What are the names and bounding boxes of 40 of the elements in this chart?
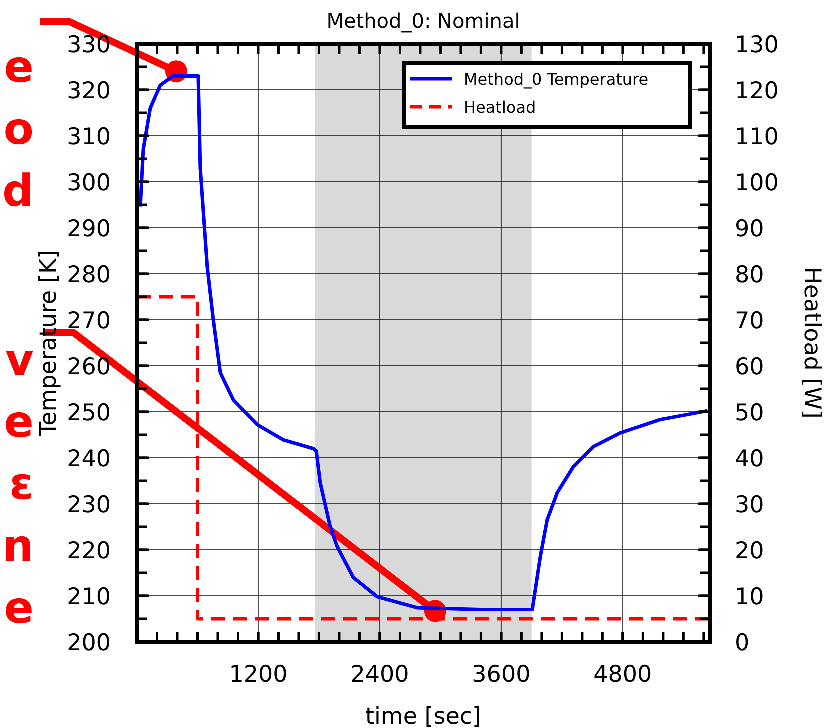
x-tick-label: 2400 xyxy=(350,662,410,688)
y-tick-label: 270 xyxy=(67,308,111,334)
y2-axis-title: Heatload [W] xyxy=(799,267,825,419)
y-tick-label: 210 xyxy=(67,584,111,610)
annotation: e o d xyxy=(2,42,34,217)
y2-tick-label: 30 xyxy=(735,492,764,518)
x-tick-label: 3600 xyxy=(472,662,531,688)
y-tick-label: 320 xyxy=(67,78,111,104)
y2-tick-label: 0 xyxy=(735,630,750,656)
legend-label: Heatload xyxy=(464,98,536,117)
chart-title: Method_0: Nominal xyxy=(326,9,520,33)
x-tick-label: 4800 xyxy=(594,662,652,688)
y-tick-label: 280 xyxy=(67,262,111,288)
x-axis-title: time [sec] xyxy=(366,704,482,728)
y2-tick-label: 70 xyxy=(735,308,764,334)
y2-tick-label: 80 xyxy=(735,262,764,288)
y2-tick-label: 110 xyxy=(735,124,779,150)
y-tick-label: 220 xyxy=(67,538,111,564)
y-tick-label: 250 xyxy=(67,400,111,426)
y2-tick-label: 20 xyxy=(735,538,764,564)
y-tick-label: 200 xyxy=(67,630,111,656)
y2-tick-label: 10 xyxy=(735,584,764,610)
y2-tick-label: 40 xyxy=(735,446,764,472)
y-tick-label: 260 xyxy=(67,354,111,380)
legend-label: Method_0 Temperature xyxy=(464,70,649,89)
y2-tick-label: 50 xyxy=(735,400,764,426)
y-tick-label: 240 xyxy=(67,446,111,472)
y2-tick-label: 90 xyxy=(735,216,764,242)
y-tick-label: 300 xyxy=(67,170,111,196)
y-axis-title: Temperature [K] xyxy=(36,250,62,438)
annotation: v e ε n e xyxy=(2,335,34,634)
y-tick-label: 290 xyxy=(67,216,111,242)
y2-tick-label: 100 xyxy=(735,170,779,196)
y2-tick-label: 130 xyxy=(735,32,779,58)
y2-tick-label: 120 xyxy=(735,78,779,104)
y-tick-label: 230 xyxy=(67,492,111,518)
y2-tick-label: 60 xyxy=(735,354,764,380)
x-tick-label: 1200 xyxy=(229,662,288,688)
y-tick-label: 330 xyxy=(67,32,111,58)
y-tick-label: 310 xyxy=(67,124,111,150)
